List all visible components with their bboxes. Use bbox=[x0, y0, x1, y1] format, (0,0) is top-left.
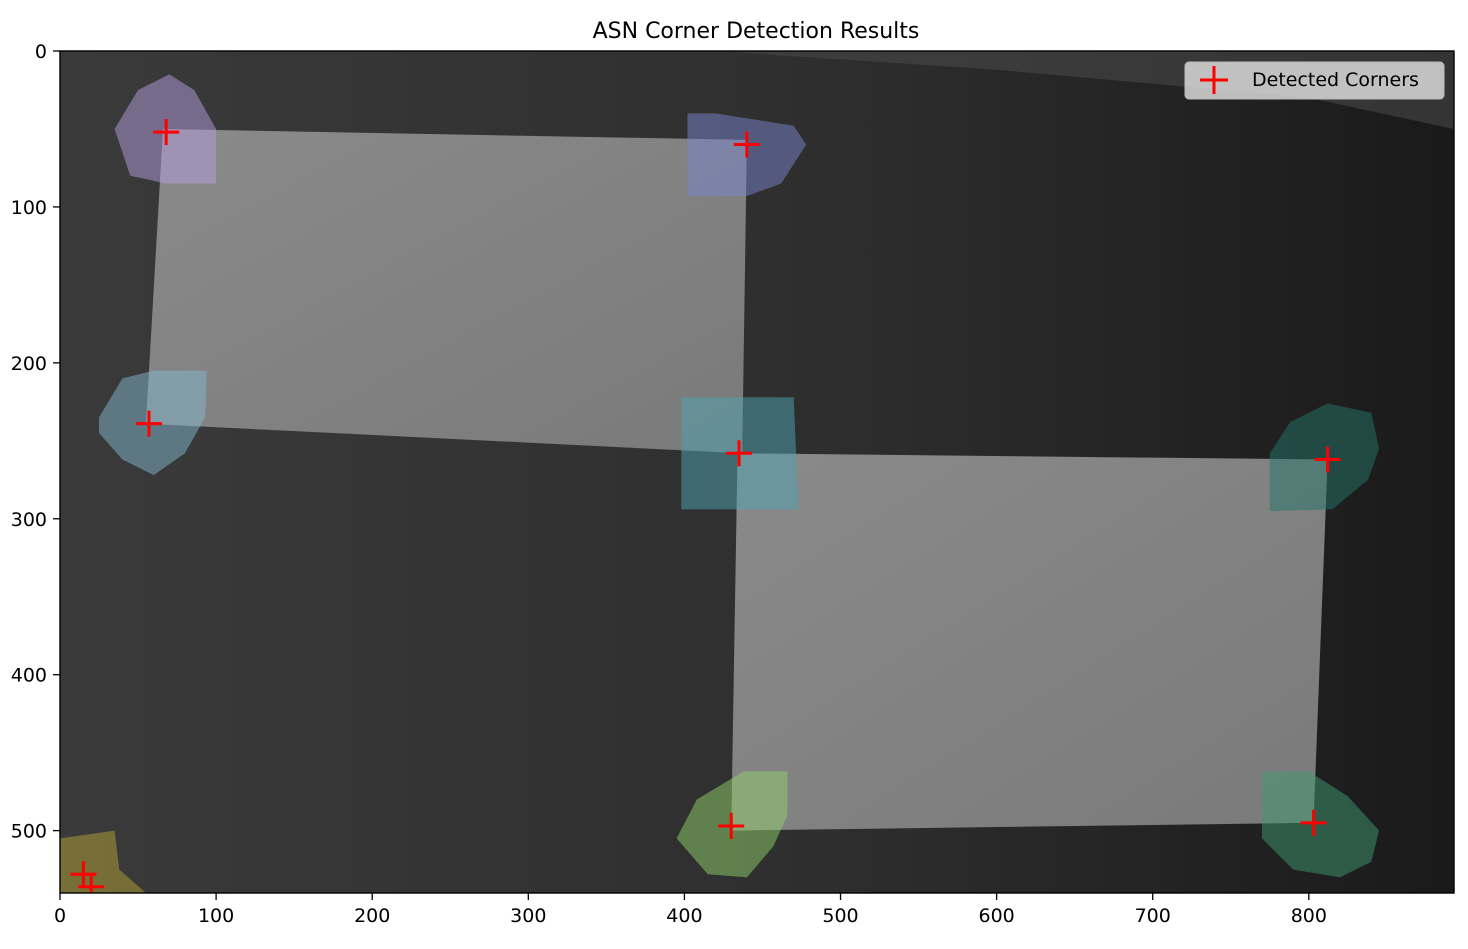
x-tick-label: 300 bbox=[510, 905, 546, 927]
corner-marker bbox=[726, 440, 753, 467]
y-tick-label: 400 bbox=[11, 665, 47, 687]
corner-marker bbox=[78, 873, 105, 893]
x-tick-label: 500 bbox=[822, 905, 858, 927]
x-tick-label: 600 bbox=[978, 905, 1014, 927]
plot-area bbox=[60, 51, 1454, 893]
y-tick-label: 0 bbox=[35, 41, 47, 63]
corner-marker bbox=[1314, 446, 1341, 473]
bright-rectangle-1 bbox=[145, 129, 747, 454]
corner-marker bbox=[135, 410, 162, 437]
corner-marker bbox=[153, 119, 180, 146]
corner-marker bbox=[718, 812, 745, 839]
legend: Detected Corners bbox=[1184, 61, 1445, 100]
x-tick-label: 100 bbox=[198, 905, 234, 927]
bright-rectangle-2 bbox=[731, 453, 1328, 831]
y-tick-label: 300 bbox=[11, 509, 47, 531]
y-tick-label: 200 bbox=[11, 353, 47, 375]
y-tick-label: 500 bbox=[11, 821, 47, 843]
y-axis: 0 100 200 300 400 500 bbox=[11, 41, 60, 843]
plot-frame bbox=[59, 50, 1455, 894]
x-axis: 0 100 200 300 400 500 600 700 800 bbox=[54, 893, 1327, 927]
x-tick-label: 0 bbox=[54, 905, 66, 927]
legend-label: Detected Corners bbox=[1252, 69, 1419, 91]
x-tick-label: 400 bbox=[666, 905, 702, 927]
x-tick-label: 700 bbox=[1135, 905, 1171, 927]
x-tick-label: 800 bbox=[1291, 905, 1327, 927]
corner-region-5 bbox=[1269, 403, 1380, 511]
legend-marker-icon bbox=[1200, 66, 1228, 94]
chart-title: ASN Corner Detection Results bbox=[593, 19, 920, 44]
y-tick-label: 100 bbox=[11, 197, 47, 219]
x-tick-label: 200 bbox=[354, 905, 390, 927]
corner-region-7 bbox=[1262, 771, 1380, 878]
legend-box bbox=[1184, 61, 1445, 100]
corner-marker bbox=[1300, 809, 1327, 836]
detected-corners-series bbox=[70, 119, 1341, 893]
corner-region-8 bbox=[60, 830, 146, 893]
corner-marker bbox=[733, 131, 760, 158]
